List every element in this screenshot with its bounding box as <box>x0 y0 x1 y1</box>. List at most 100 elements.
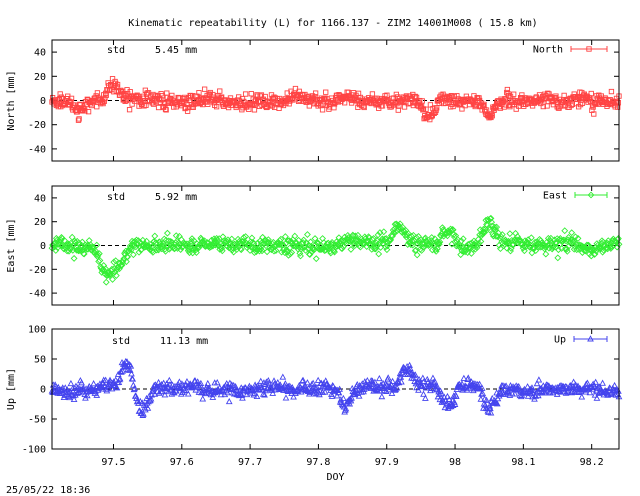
data-point <box>237 390 244 397</box>
data-point <box>444 392 451 400</box>
data-point <box>476 380 483 387</box>
series-up <box>48 357 623 418</box>
data-point <box>342 405 350 412</box>
data-point <box>242 91 249 97</box>
data-point <box>431 235 439 243</box>
data-point <box>540 103 546 110</box>
data-point <box>113 384 121 391</box>
data-point <box>169 92 175 99</box>
data-point <box>54 240 62 248</box>
data-point <box>95 250 103 258</box>
data-point <box>155 104 162 111</box>
data-point <box>388 389 396 397</box>
data-point <box>435 388 442 395</box>
data-point <box>491 223 499 231</box>
data-point <box>413 94 420 101</box>
data-point <box>201 86 208 92</box>
data-point <box>611 386 619 393</box>
data-point <box>57 91 63 97</box>
data-point <box>553 235 561 243</box>
data-point <box>101 98 107 104</box>
data-point <box>524 383 531 390</box>
data-point <box>374 231 382 239</box>
data-point <box>310 390 318 397</box>
data-point <box>505 237 513 245</box>
data-point <box>519 92 525 98</box>
data-point <box>472 103 478 110</box>
data-point <box>196 90 202 96</box>
data-point <box>182 386 190 393</box>
data-point <box>83 392 91 399</box>
data-point <box>443 229 451 237</box>
legend-marker <box>586 46 592 52</box>
data-point <box>129 251 137 259</box>
y-tick-label: 100 <box>28 325 46 336</box>
std-label: std <box>112 336 130 347</box>
data-point <box>361 104 367 111</box>
data-point <box>192 249 200 256</box>
data-point <box>535 376 543 383</box>
data-point <box>233 240 241 248</box>
data-point <box>292 85 299 92</box>
data-point <box>374 242 381 250</box>
data-point <box>477 238 485 245</box>
data-point <box>162 106 169 112</box>
data-point <box>375 374 383 382</box>
data-point <box>432 246 439 253</box>
data-point <box>239 238 247 245</box>
data-point <box>70 254 78 262</box>
data-point <box>127 362 135 369</box>
data-point <box>395 379 403 386</box>
data-point <box>422 394 429 401</box>
data-point <box>323 89 329 95</box>
data-point <box>436 238 444 246</box>
data-point <box>477 395 485 402</box>
data-point <box>481 228 489 236</box>
data-point <box>331 248 338 256</box>
data-point <box>165 387 173 395</box>
data-point <box>109 270 117 277</box>
data-point <box>239 95 246 102</box>
data-point <box>302 246 309 254</box>
data-point <box>73 389 81 396</box>
data-point <box>92 387 99 394</box>
data-point <box>282 394 290 401</box>
data-point <box>478 384 486 391</box>
data-point <box>578 249 586 256</box>
data-point <box>497 105 504 111</box>
data-point <box>126 366 134 373</box>
data-point <box>312 90 319 96</box>
plot-frame <box>51 185 620 306</box>
data-point <box>144 404 152 411</box>
data-point <box>306 251 314 258</box>
legend-marker <box>587 191 595 199</box>
data-point <box>347 245 355 253</box>
x-tick-label: 98 <box>449 457 461 468</box>
data-point <box>568 236 576 244</box>
data-point <box>435 390 443 397</box>
data-point <box>331 105 337 111</box>
data-point <box>401 104 408 110</box>
data-point <box>573 246 581 254</box>
data-point <box>96 257 104 264</box>
data-point <box>460 374 468 381</box>
data-point <box>502 382 510 389</box>
y-tick-label: 50 <box>34 355 46 366</box>
data-point <box>584 379 591 386</box>
data-point <box>296 88 302 94</box>
data-point <box>271 94 277 100</box>
data-point <box>335 389 343 396</box>
data-point <box>355 386 362 393</box>
data-point <box>281 249 289 256</box>
data-point <box>466 240 474 248</box>
data-point <box>185 104 191 111</box>
x-tick-label: 97.6 <box>170 457 194 468</box>
data-point <box>334 240 342 248</box>
data-point <box>488 218 496 226</box>
data-point <box>466 244 473 252</box>
data-point <box>102 278 110 286</box>
data-point <box>398 378 405 385</box>
data-point <box>365 234 373 242</box>
data-point <box>290 393 297 400</box>
data-point <box>586 389 594 396</box>
